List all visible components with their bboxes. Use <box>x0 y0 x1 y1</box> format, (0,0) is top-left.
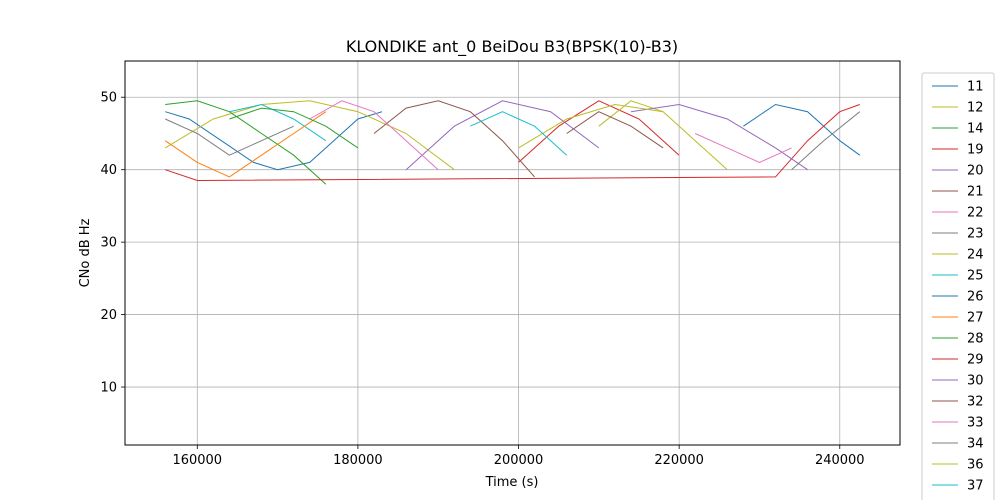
legend-label-12: 12 <box>967 101 984 116</box>
plot-frame <box>124 60 901 446</box>
y-tick-label: 40 <box>100 163 117 178</box>
series-line-28 <box>229 107 359 149</box>
legend-label-23: 23 <box>967 227 984 242</box>
legend-label-27: 27 <box>967 311 984 326</box>
legend-label-37: 37 <box>967 479 984 494</box>
legend-label-29: 29 <box>967 353 984 368</box>
legend-label-26: 26 <box>967 290 984 305</box>
series-line-19 <box>518 100 680 163</box>
series-line-25 <box>229 103 327 142</box>
chart-title: KLONDIKE ant_0 BeiDou B3(BPSK(10)-B3) <box>346 37 678 57</box>
legend-label-19: 19 <box>967 143 984 158</box>
y-tick-label: 20 <box>100 308 117 323</box>
y-tick-label: 10 <box>100 381 117 396</box>
series-line-14 <box>165 100 327 185</box>
ticks: 160000 180000 200000 220000 240000 10 20 30 40 50 <box>100 91 864 468</box>
y-tick-label: 30 <box>100 236 117 251</box>
y-axis-label: CNo dB Hz <box>78 218 93 287</box>
legend-label-36: 36 <box>967 458 984 473</box>
series-line-11 <box>165 111 383 171</box>
legend-label-11: 11 <box>967 80 984 95</box>
series-line-34 <box>791 111 861 171</box>
x-tick-label: 160000 <box>172 453 222 468</box>
series-layer <box>164 100 861 185</box>
grid <box>125 61 900 445</box>
legend-label-20: 20 <box>967 164 984 179</box>
series-line-23 <box>164 118 294 156</box>
x-tick-label: 240000 <box>815 453 865 468</box>
legend: 11 12 14 19 20 21 22 23 24 25 26 27 28 29 30 32 33 34 36 37… <box>921 72 995 500</box>
series-line-30 <box>630 103 808 171</box>
series-line-12 <box>164 100 455 171</box>
legend-label-24: 24 <box>967 248 984 263</box>
legend-label-22: 22 <box>967 206 984 221</box>
legend-label-33: 33 <box>967 416 984 431</box>
legend-label-25: 25 <box>967 269 984 284</box>
x-axis-label: Time (s) <box>485 475 539 490</box>
series-line-32 <box>566 111 664 149</box>
x-tick-label: 220000 <box>654 453 704 468</box>
legend-label-30: 30 <box>967 374 984 389</box>
legend-label-14: 14 <box>967 122 984 137</box>
legend-label-21: 21 <box>967 185 984 200</box>
legend-label-32: 32 <box>967 395 984 410</box>
x-tick-label: 200000 <box>494 453 544 468</box>
legend-frame <box>921 72 995 500</box>
legend-label-34: 34 <box>967 437 984 452</box>
series-line-21 <box>373 100 535 178</box>
legend-label-28: 28 <box>967 332 984 347</box>
series-line-27 <box>164 111 327 178</box>
series-line-37 <box>470 111 568 156</box>
series-line-22 <box>309 100 439 171</box>
series-line-20 <box>405 100 600 171</box>
y-tick-label: 50 <box>100 91 117 106</box>
x-tick-label: 180000 <box>333 453 383 468</box>
series-line-33 <box>694 133 792 163</box>
series-line-26 <box>743 103 861 156</box>
